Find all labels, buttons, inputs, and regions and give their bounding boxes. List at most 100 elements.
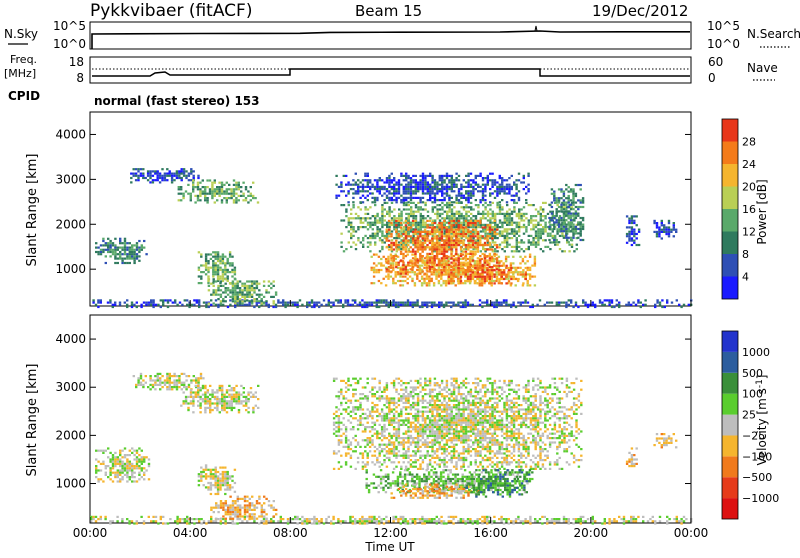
data-cell — [211, 193, 213, 195]
data-cell — [416, 299, 418, 301]
data-cell — [385, 258, 387, 260]
data-cell — [505, 299, 507, 301]
data-cell — [487, 215, 489, 217]
data-cell — [446, 273, 448, 275]
data-cell — [226, 201, 228, 203]
data-cell — [362, 246, 364, 248]
data-cell — [453, 259, 455, 261]
data-cell — [611, 302, 613, 304]
data-cell — [467, 195, 469, 197]
data-cell — [520, 213, 522, 215]
data-cell — [206, 199, 208, 201]
data-cell — [212, 260, 214, 262]
data-cell — [477, 231, 479, 233]
data-cell — [633, 215, 635, 217]
data-cell — [318, 522, 320, 524]
data-cell — [388, 177, 390, 179]
data-cell — [412, 520, 414, 522]
data-cell — [393, 248, 395, 250]
data-cell — [407, 522, 409, 524]
data-cell — [465, 269, 467, 271]
data-cell — [448, 516, 450, 518]
data-cell — [228, 193, 230, 195]
data-cell — [439, 208, 441, 210]
data-cell — [117, 461, 119, 463]
data-cell — [360, 202, 362, 204]
data-cell — [434, 179, 436, 181]
data-cell — [230, 197, 232, 199]
data-cell — [419, 201, 421, 203]
data-cell — [592, 516, 594, 518]
data-cell — [325, 518, 327, 520]
data-cell — [306, 522, 308, 524]
data-cell — [568, 206, 570, 208]
data-cell — [429, 259, 431, 261]
data-cell — [107, 238, 109, 240]
data-cell — [178, 177, 180, 179]
data-cell — [642, 516, 644, 518]
data-cell — [280, 518, 282, 520]
data-cell — [532, 241, 534, 243]
data-cell — [124, 258, 126, 260]
data-cell — [216, 193, 218, 195]
data-cell — [330, 302, 332, 304]
data-cell — [424, 235, 426, 237]
data-cell — [537, 233, 539, 235]
data-cell — [431, 201, 433, 203]
data-cell — [465, 186, 467, 188]
data-cell — [556, 518, 558, 520]
data-cell — [477, 267, 479, 269]
data-cell — [443, 274, 445, 276]
data-cell — [582, 202, 584, 204]
data-cell — [453, 242, 455, 244]
data-cell — [563, 217, 565, 219]
data-cell — [97, 469, 99, 471]
data-cell — [489, 201, 491, 203]
data-cell — [217, 278, 219, 280]
data-cell — [523, 181, 525, 183]
data-cell — [335, 184, 337, 186]
data-cell — [371, 201, 373, 203]
data-cell — [443, 244, 445, 246]
data-cell — [527, 269, 529, 271]
data-cell — [166, 168, 168, 170]
data-cell — [133, 454, 135, 456]
data-cell — [568, 215, 570, 217]
data-cell — [582, 516, 584, 518]
data-cell — [540, 224, 542, 226]
data-cell — [219, 269, 221, 271]
data-cell — [239, 287, 241, 289]
data-cell — [422, 217, 424, 219]
data-cell — [237, 296, 239, 298]
data-cell — [565, 197, 567, 199]
data-cell — [491, 184, 493, 186]
data-cell — [472, 233, 474, 235]
data-cell — [453, 213, 455, 215]
data-cell — [136, 452, 138, 454]
data-cell — [450, 253, 452, 255]
data-cell — [282, 299, 284, 301]
data-cell — [592, 522, 594, 524]
data-cell — [501, 184, 503, 186]
data-cell — [410, 197, 412, 199]
data-cell — [204, 186, 206, 188]
data-cell — [553, 199, 555, 201]
data-cell — [455, 233, 457, 235]
data-cell — [112, 306, 114, 308]
data-cell — [129, 463, 131, 465]
data-cell — [374, 204, 376, 206]
data-cell — [145, 304, 147, 306]
data-cell — [457, 304, 459, 306]
data-cell — [133, 244, 135, 246]
data-cell — [216, 199, 218, 201]
data-cell — [568, 210, 570, 212]
data-cell — [568, 217, 570, 219]
data-cell — [256, 287, 258, 289]
data-cell — [222, 275, 224, 277]
data-cell — [296, 516, 298, 518]
data-cell — [451, 217, 453, 219]
data-cell — [225, 283, 227, 285]
data-cell — [105, 474, 107, 476]
data-cell — [227, 271, 229, 273]
data-cell — [504, 246, 506, 248]
